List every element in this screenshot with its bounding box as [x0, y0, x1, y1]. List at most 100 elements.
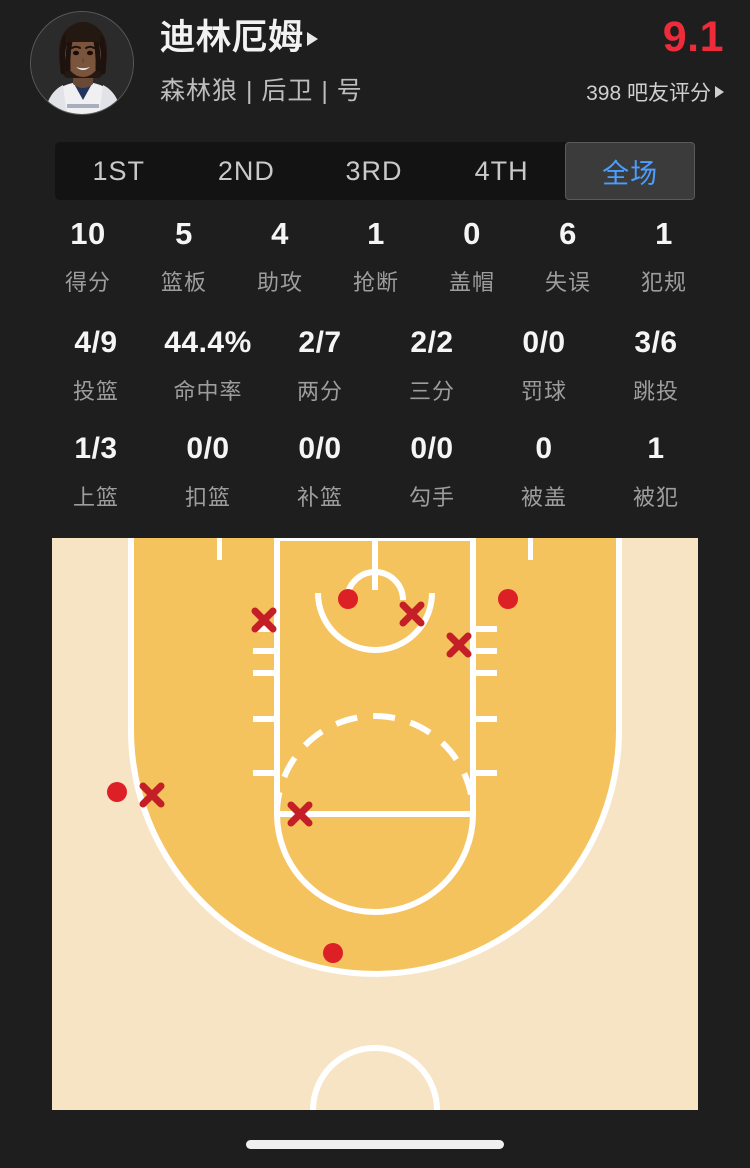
stat-value: 4: [271, 216, 289, 251]
player-avatar-icon: [31, 12, 133, 114]
stat-value: 0: [535, 432, 553, 465]
stat-putbacks: 0/0 补篮: [264, 434, 376, 512]
stat-value: 2/2: [410, 326, 454, 359]
period-tabbar: 1ST 2ND 3RD 4TH 全场: [55, 142, 695, 200]
home-indicator: [246, 1140, 504, 1149]
stat-label: 补篮: [296, 485, 343, 510]
shot-markers: [107, 589, 518, 963]
lane-hash: [473, 626, 497, 632]
tab-1st[interactable]: 1ST: [92, 155, 146, 186]
lane-hash: [253, 716, 277, 722]
stat-label: 三分: [408, 379, 455, 404]
stat-label: 两分: [296, 379, 343, 404]
stat-value: 44.4%: [164, 326, 252, 359]
player-header: 迪林厄姆 森林狼 | 后卫 | 号 9.1 398 吧友评分: [0, 0, 750, 126]
stat-jump-shots: 3/6 跳投: [600, 328, 712, 406]
stat-blocks: 0 盖帽: [424, 218, 520, 297]
triangle-right-icon: [715, 85, 724, 98]
stat-assists: 4 助攻: [232, 218, 328, 297]
stat-value: 1/3: [74, 432, 118, 465]
stat-label: 罚球: [520, 379, 567, 404]
stat-turnovers: 6 失误: [520, 218, 616, 297]
stat-three-pointers: 2/2 三分: [376, 328, 488, 406]
shot-made-marker[interactable]: [498, 589, 518, 609]
shot-missed-marker[interactable]: [251, 607, 277, 633]
baseline-tick: [217, 538, 222, 560]
stat-label: 得分: [64, 270, 111, 295]
stat-field-goals: 4/9 投篮: [40, 328, 152, 406]
stat-value: 0/0: [298, 432, 342, 465]
rating-block[interactable]: 9.1 398 吧友评分: [586, 12, 724, 111]
shot-missed-marker[interactable]: [139, 782, 165, 808]
player-name-row[interactable]: 迪林厄姆: [160, 19, 586, 58]
free-throw-circle-dashed: [274, 713, 476, 815]
stat-row-shot-types: 1/3 上篮 0/0 扣篮 0/0 补篮 0/0 勾手 0 被盖 1 被犯: [40, 434, 712, 512]
shot-made-marker[interactable]: [323, 943, 343, 963]
stat-row-primary: 10 得分 5 篮板 4 助攻 1 抢断 0 盖帽 6 失误 1 犯规: [40, 218, 712, 297]
stat-value: 10: [70, 216, 106, 251]
stat-shots-blocked: 0 被盖: [488, 434, 600, 512]
three-point-area: [131, 538, 619, 974]
free-throw-circle-solid: [274, 813, 476, 915]
stat-value: 6: [559, 216, 577, 251]
stat-value: 2/7: [298, 326, 342, 359]
shot-missed-marker[interactable]: [399, 601, 425, 627]
stat-value: 3/6: [634, 326, 678, 359]
shot-missed-marker[interactable]: [287, 801, 313, 827]
lane-hash: [473, 770, 497, 776]
player-identity: 迪林厄姆 森林狼 | 后卫 | 号: [160, 19, 586, 107]
stat-value: 1: [647, 432, 665, 465]
stat-value: 5: [175, 216, 193, 251]
center-circle: [310, 1045, 440, 1110]
player-meta: 森林狼 | 后卫 | 号: [160, 76, 363, 105]
stat-value: 1: [655, 216, 673, 251]
lane-hash: [253, 626, 277, 632]
triangle-right-icon: [307, 31, 319, 46]
three-point-line: [128, 538, 622, 977]
rating-votes-label: 398 吧友评分: [586, 81, 711, 105]
lane-hash: [473, 648, 497, 654]
stat-dunks: 0/0 扣篮: [152, 434, 264, 512]
stat-fouls: 1 犯规: [616, 218, 712, 297]
rating-votes-row[interactable]: 398 吧友评分: [586, 77, 724, 107]
shot-made-marker[interactable]: [338, 589, 358, 609]
lane-hash: [473, 670, 497, 676]
stat-row-shooting: 4/9 投篮 44.4% 命中率 2/7 两分 2/2 三分 0/0 罚球 3/…: [40, 328, 712, 406]
stat-value: 1: [367, 216, 385, 251]
stat-label: 跳投: [632, 379, 679, 404]
stat-label: 盖帽: [448, 270, 495, 295]
lane-hash: [253, 770, 277, 776]
stat-value: 0/0: [186, 432, 230, 465]
rating-score: 9.1: [662, 12, 724, 61]
shot-chart[interactable]: [52, 538, 698, 1110]
shot-missed-marker[interactable]: [446, 632, 472, 658]
tab-2nd[interactable]: 2ND: [217, 155, 275, 186]
stat-label: 助攻: [256, 270, 303, 295]
restricted-area-arc: [315, 592, 435, 653]
page-title: 迪林厄姆: [160, 18, 305, 58]
shot-made-marker[interactable]: [107, 782, 127, 802]
stat-label: 命中率: [173, 379, 243, 404]
stat-fg-percent: 44.4% 命中率: [152, 328, 264, 406]
court-diagram: [52, 538, 698, 1110]
lane-hash: [473, 716, 497, 722]
stat-label: 扣篮: [184, 485, 231, 510]
stat-steals: 1 抢断: [328, 218, 424, 297]
stat-label: 被盖: [520, 485, 567, 510]
hoop: [344, 569, 406, 601]
stat-label: 篮板: [160, 270, 207, 295]
baseline-tick: [528, 538, 533, 560]
stat-label: 犯规: [640, 270, 687, 295]
stat-label: 抢断: [352, 270, 399, 295]
stat-points: 10 得分: [40, 218, 136, 297]
stat-value: 4/9: [74, 326, 118, 359]
avatar[interactable]: [30, 11, 134, 115]
stat-label: 上篮: [72, 485, 119, 510]
stat-fouls-drawn: 1 被犯: [600, 434, 712, 512]
tab-full-game[interactable]: 全场: [565, 142, 695, 200]
stat-rebounds: 5 篮板: [136, 218, 232, 297]
tab-4th[interactable]: 4TH: [474, 155, 529, 186]
tab-3rd[interactable]: 3RD: [345, 155, 403, 186]
stat-label: 投篮: [72, 379, 119, 404]
